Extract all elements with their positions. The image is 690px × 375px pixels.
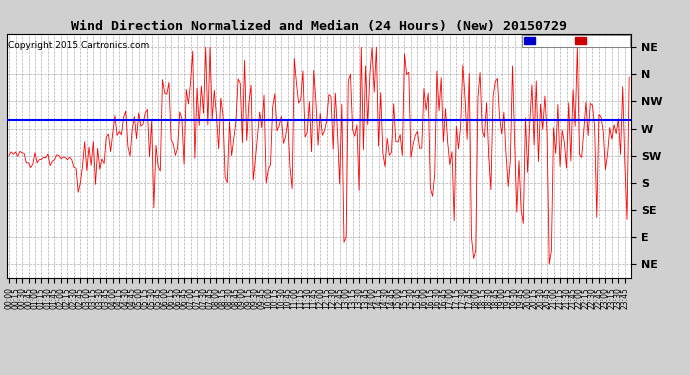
Legend: Average, Direction: Average, Direction (522, 34, 631, 47)
Title: Wind Direction Normalized and Median (24 Hours) (New) 20150729: Wind Direction Normalized and Median (24… (71, 20, 567, 33)
Text: Copyright 2015 Cartronics.com: Copyright 2015 Cartronics.com (8, 41, 150, 50)
